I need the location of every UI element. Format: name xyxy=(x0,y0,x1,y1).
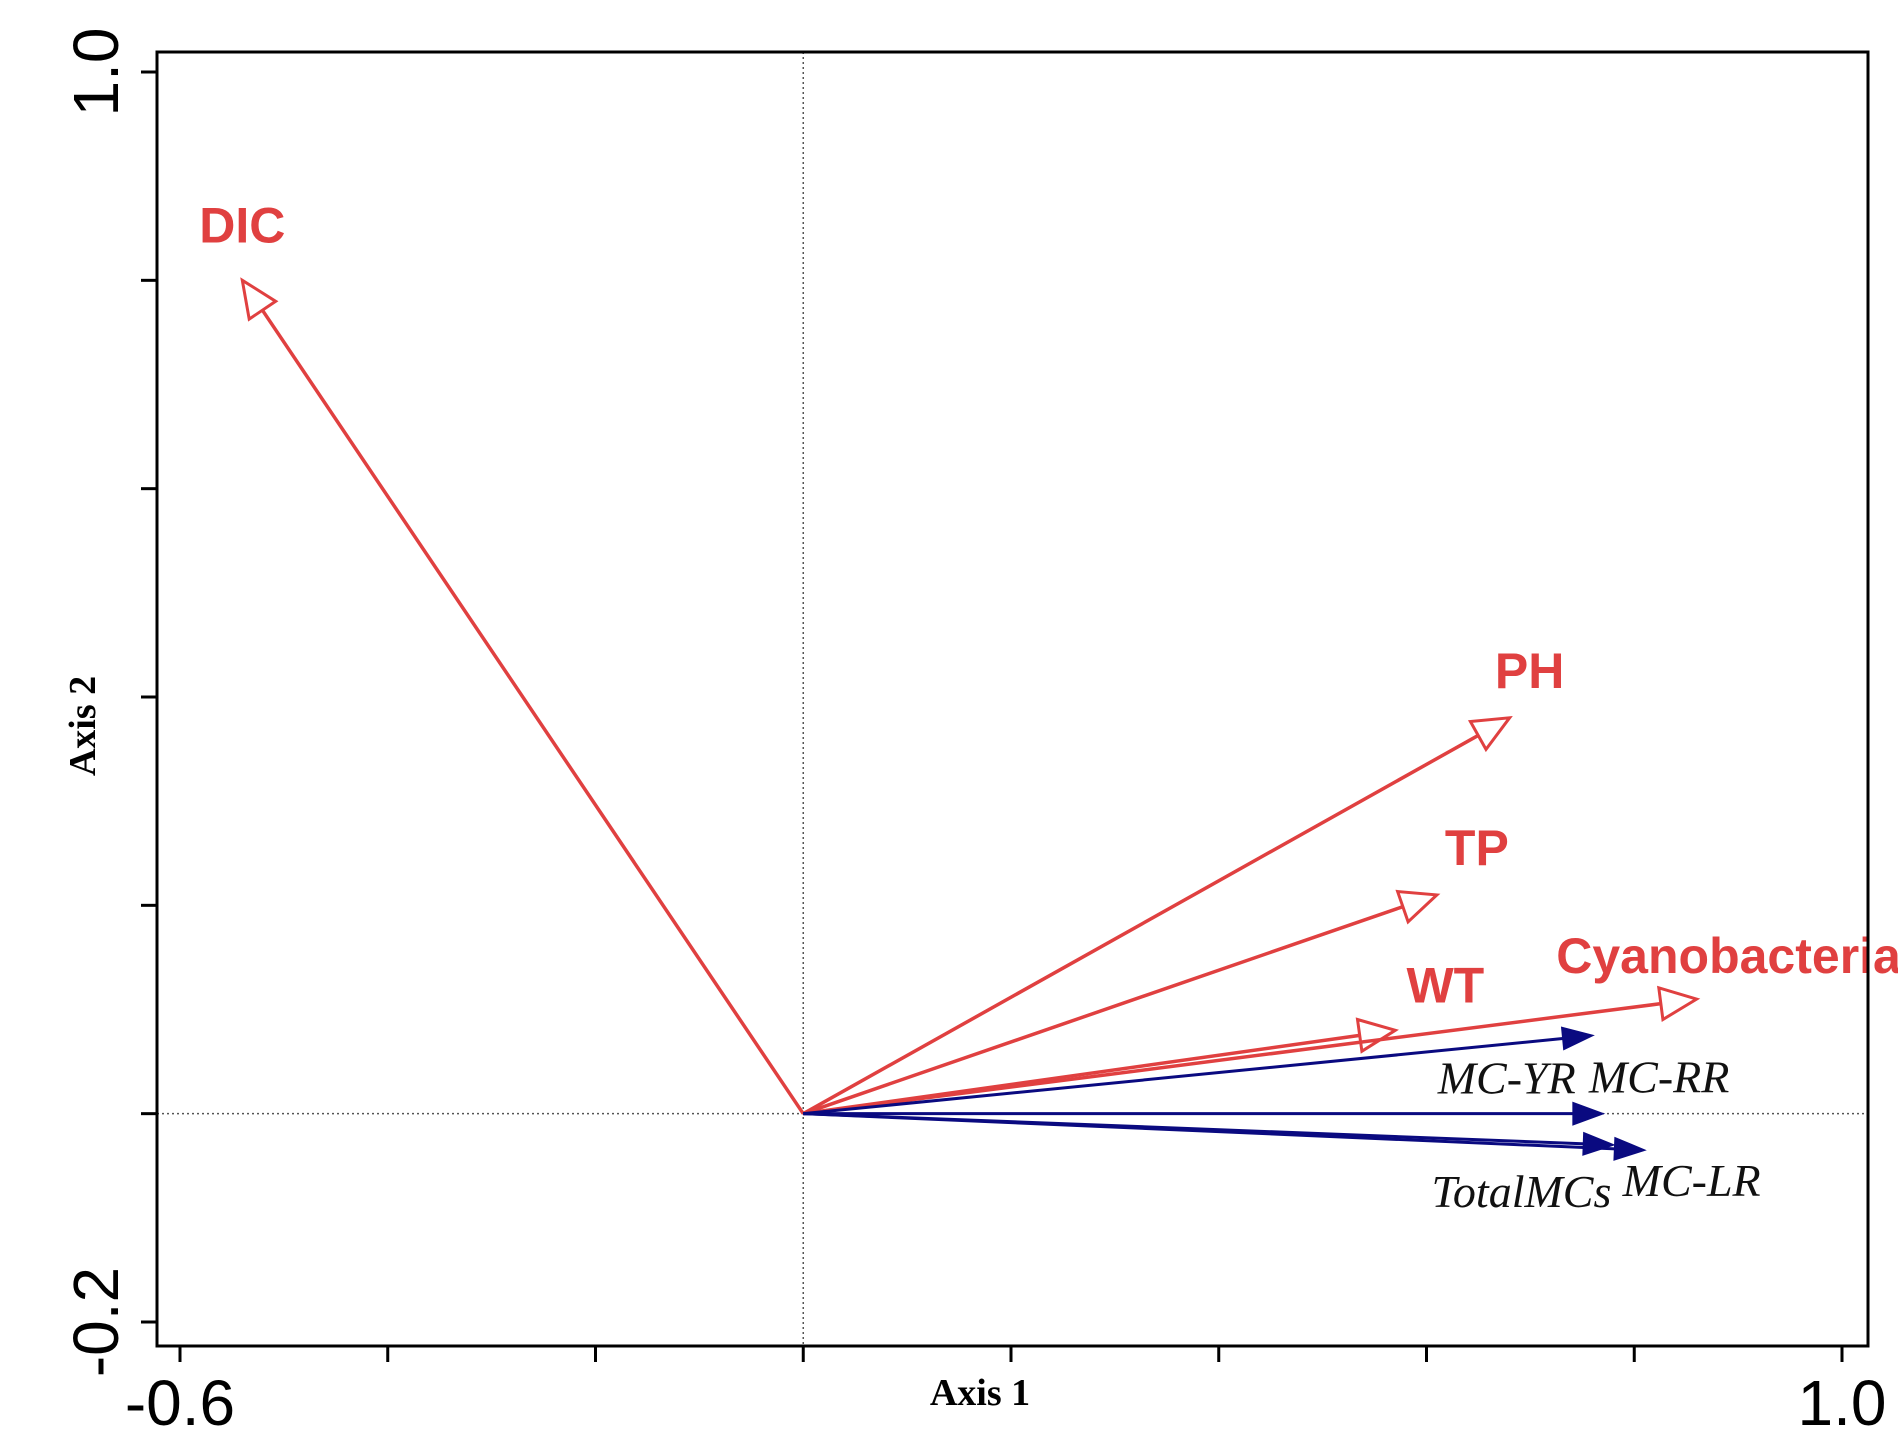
vector-label-totalmcs: TotalMCs xyxy=(1432,1166,1612,1217)
y-tick-label: -0.2 xyxy=(60,1267,132,1377)
vector-mc-rr xyxy=(803,1101,1606,1126)
x-tick-label: 1.0 xyxy=(1798,1367,1887,1439)
vector-label-mc-yr: MC-YR xyxy=(1437,1053,1576,1104)
vector-mc-lr xyxy=(803,1112,1647,1161)
axis-ticks xyxy=(141,70,1844,1362)
response-vectors: MC-YR MC-RR TotalMCs MC-LR xyxy=(803,1026,1761,1217)
vector-ph-shaft xyxy=(802,733,1480,1116)
vector-label-mc-lr: MC-LR xyxy=(1622,1155,1761,1206)
vector-cyanobacteria-head xyxy=(1657,985,1701,1022)
vector-label-cyanobacteria: Cyanobacteria xyxy=(1556,928,1898,984)
vector-label-dic: DIC xyxy=(199,197,285,253)
vector-tp-shaft xyxy=(802,905,1404,1116)
vector-totalmcs-head xyxy=(1582,1131,1616,1156)
vector-dic xyxy=(240,277,805,1115)
vector-tp xyxy=(802,889,1441,1116)
x-axis-title: Axis 1 xyxy=(930,1372,1030,1414)
vector-mc-yr-shaft xyxy=(803,1035,1578,1116)
vector-dic-shaft xyxy=(260,309,805,1115)
x-tick-label: -0.6 xyxy=(125,1367,235,1439)
vector-label-wt: WT xyxy=(1406,957,1484,1013)
vector-mc-rr-head xyxy=(1572,1101,1606,1126)
vector-label-mc-rr: MC-RR xyxy=(1588,1052,1730,1103)
vector-label-ph: PH xyxy=(1495,643,1564,699)
tick-labels: -0.6 1.0 1.0 -0.2 xyxy=(60,28,1886,1439)
vector-ph xyxy=(802,715,1513,1116)
vector-mc-yr xyxy=(803,1026,1595,1116)
vector-mc-yr-head xyxy=(1560,1026,1595,1051)
vector-mc-lr-shaft xyxy=(803,1112,1630,1151)
environmental-vectors: DIC PH TP WT Cyanobacteria xyxy=(199,197,1898,1116)
y-axis-title: Axis 2 xyxy=(62,676,104,776)
vector-tp-head xyxy=(1395,889,1441,925)
vector-label-tp: TP xyxy=(1445,820,1509,876)
vector-ph-head xyxy=(1467,715,1513,753)
vector-dic-head xyxy=(240,277,279,322)
vector-cyanobacteria-shaft xyxy=(803,1001,1662,1116)
vector-cyanobacteria xyxy=(803,985,1701,1116)
y-tick-label: 1.0 xyxy=(60,28,132,117)
vector-mc-lr-head xyxy=(1613,1136,1647,1161)
